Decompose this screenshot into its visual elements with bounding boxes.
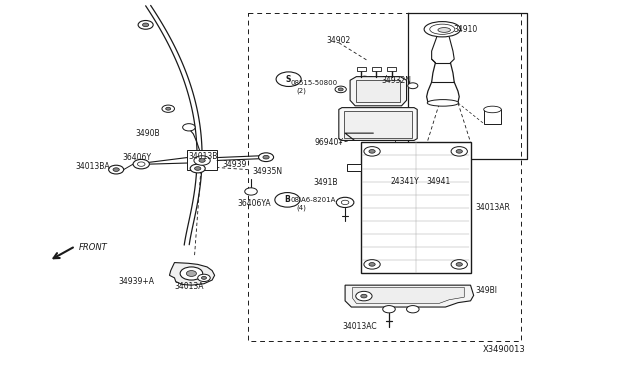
Circle shape bbox=[369, 150, 375, 153]
Bar bbox=[361, 142, 470, 273]
Circle shape bbox=[276, 72, 301, 86]
Text: 96940Y: 96940Y bbox=[315, 138, 344, 147]
Circle shape bbox=[186, 270, 196, 276]
Text: 34013BA: 34013BA bbox=[76, 162, 110, 171]
Circle shape bbox=[408, 83, 418, 89]
Circle shape bbox=[275, 193, 300, 207]
Circle shape bbox=[138, 162, 145, 166]
Circle shape bbox=[202, 276, 207, 279]
Text: FRONT: FRONT bbox=[79, 244, 108, 253]
Circle shape bbox=[338, 88, 343, 91]
Circle shape bbox=[335, 86, 346, 93]
Circle shape bbox=[143, 23, 148, 27]
Text: 34935N: 34935N bbox=[253, 167, 283, 176]
Circle shape bbox=[456, 263, 462, 266]
Polygon shape bbox=[345, 285, 474, 307]
Circle shape bbox=[336, 197, 354, 208]
Circle shape bbox=[198, 274, 210, 282]
Text: 3491B: 3491B bbox=[314, 178, 338, 187]
Circle shape bbox=[182, 124, 195, 131]
Circle shape bbox=[259, 153, 273, 161]
Text: 34013AC: 34013AC bbox=[342, 322, 376, 331]
Polygon shape bbox=[353, 287, 464, 304]
Circle shape bbox=[356, 291, 372, 301]
Text: 24341Y: 24341Y bbox=[391, 177, 420, 186]
Circle shape bbox=[406, 305, 419, 313]
Circle shape bbox=[451, 260, 467, 269]
Text: 34941: 34941 bbox=[427, 177, 451, 186]
Polygon shape bbox=[350, 77, 406, 106]
Circle shape bbox=[113, 168, 119, 171]
Circle shape bbox=[456, 150, 462, 153]
Text: 36406Y: 36406Y bbox=[122, 153, 152, 162]
Text: 34902: 34902 bbox=[326, 36, 351, 45]
Polygon shape bbox=[347, 164, 361, 171]
Circle shape bbox=[166, 107, 171, 110]
Text: X3490013: X3490013 bbox=[483, 345, 526, 354]
Bar bbox=[484, 109, 501, 124]
Text: 08IA6-8201A: 08IA6-8201A bbox=[291, 197, 336, 203]
Circle shape bbox=[195, 167, 201, 170]
Text: B: B bbox=[285, 195, 291, 204]
Circle shape bbox=[162, 105, 175, 112]
Text: 08515-50800: 08515-50800 bbox=[291, 80, 338, 86]
Text: 34939: 34939 bbox=[223, 160, 247, 169]
Bar bbox=[357, 67, 366, 71]
Circle shape bbox=[138, 20, 153, 29]
Text: 34013B: 34013B bbox=[188, 152, 218, 161]
Text: 34013AR: 34013AR bbox=[476, 203, 511, 212]
Circle shape bbox=[180, 267, 203, 280]
Circle shape bbox=[341, 200, 349, 205]
Text: (2): (2) bbox=[297, 88, 307, 94]
Ellipse shape bbox=[484, 106, 501, 113]
Text: (4): (4) bbox=[297, 205, 307, 211]
Circle shape bbox=[199, 158, 205, 162]
Circle shape bbox=[109, 165, 124, 174]
Circle shape bbox=[383, 305, 396, 313]
Text: 34932N: 34932N bbox=[381, 76, 412, 85]
Polygon shape bbox=[339, 108, 417, 141]
Text: S: S bbox=[286, 75, 291, 84]
Circle shape bbox=[190, 164, 205, 173]
Ellipse shape bbox=[430, 24, 455, 34]
Circle shape bbox=[194, 156, 211, 165]
Circle shape bbox=[451, 147, 467, 156]
Bar bbox=[344, 110, 412, 138]
Bar bbox=[356, 80, 400, 102]
Text: 349BI: 349BI bbox=[476, 286, 497, 295]
Text: 34013A: 34013A bbox=[175, 282, 204, 291]
Circle shape bbox=[364, 147, 380, 156]
Circle shape bbox=[369, 263, 375, 266]
Ellipse shape bbox=[424, 22, 461, 37]
Bar bbox=[372, 67, 381, 71]
Text: 3490B: 3490B bbox=[135, 129, 159, 138]
Circle shape bbox=[364, 260, 380, 269]
Text: 34910: 34910 bbox=[453, 25, 477, 34]
Circle shape bbox=[361, 294, 367, 298]
Text: 36406YA: 36406YA bbox=[237, 199, 271, 208]
Ellipse shape bbox=[428, 100, 459, 106]
Circle shape bbox=[133, 159, 149, 169]
Circle shape bbox=[244, 188, 257, 195]
Bar bbox=[187, 150, 217, 170]
Ellipse shape bbox=[438, 28, 451, 32]
Text: 34939+A: 34939+A bbox=[118, 277, 154, 286]
Polygon shape bbox=[170, 263, 214, 285]
Bar bbox=[387, 67, 396, 71]
Circle shape bbox=[263, 155, 269, 159]
